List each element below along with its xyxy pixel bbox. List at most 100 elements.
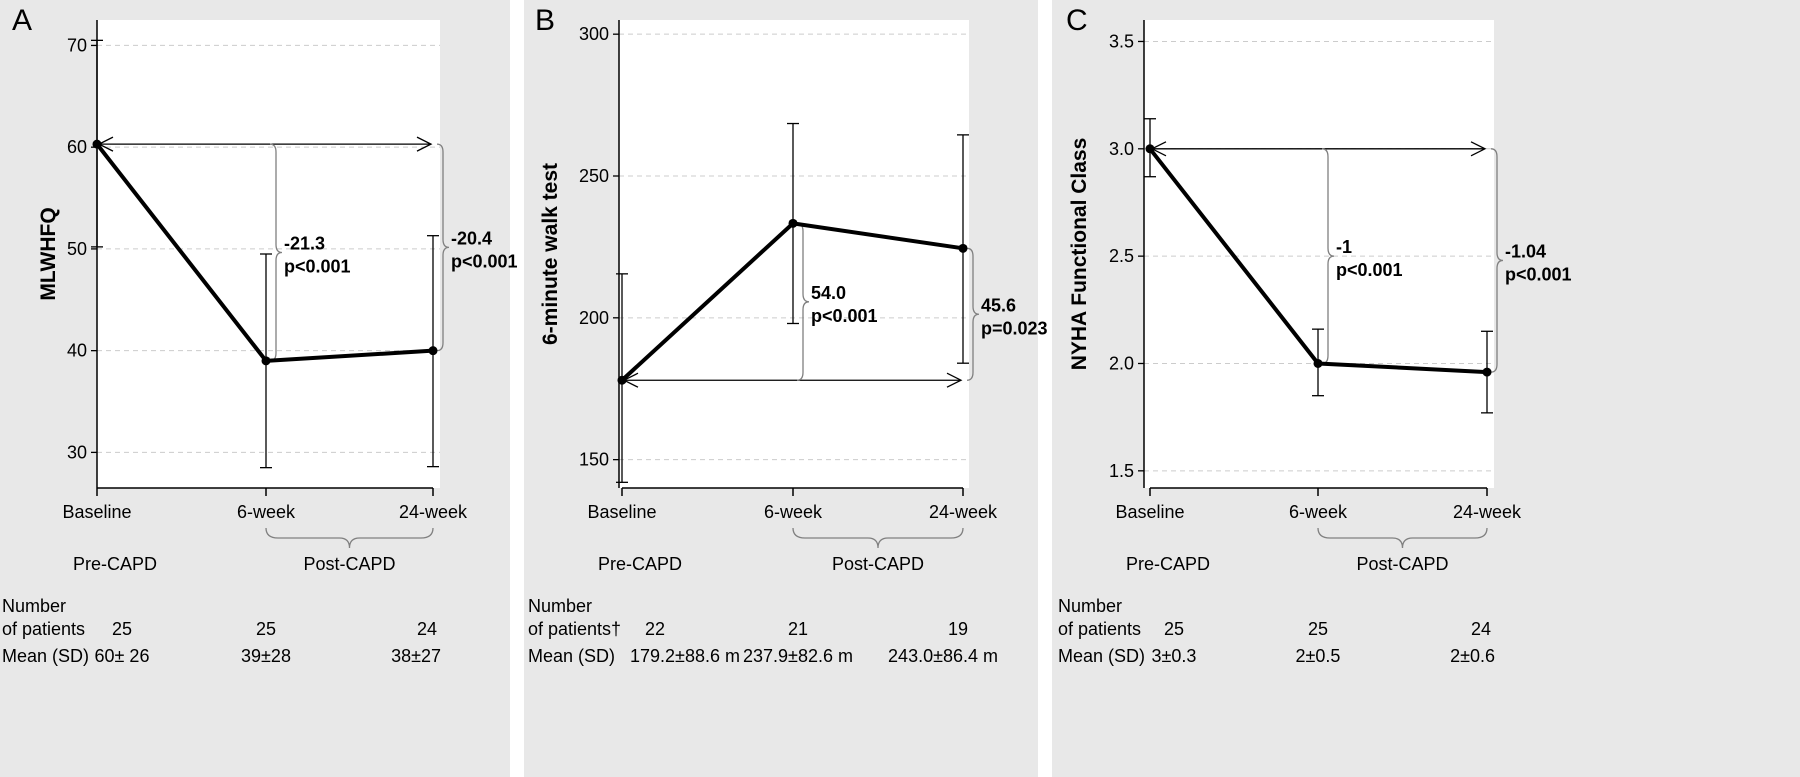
- panel-letter: B: [535, 4, 555, 37]
- panel-a: 30 40 50 60 70 Baseline 6-week 24-week MLWHFQ A -2…: [0, 0, 518, 777]
- table-mean-label: Mean (SD): [1058, 646, 1145, 666]
- table-number-label: Number: [528, 596, 592, 616]
- table-n-value: 25: [256, 619, 276, 639]
- data-point: [428, 346, 438, 356]
- post-capd-brace: [265, 527, 434, 549]
- x-tick-label: 6-week: [237, 502, 296, 522]
- table-n-value: 25: [1308, 619, 1328, 639]
- x-tick-label: 24-week: [399, 502, 468, 522]
- y-tick-label: 250: [579, 166, 609, 186]
- y-tick-label: 150: [579, 450, 609, 470]
- data-point: [92, 139, 102, 149]
- y-tick-label: 60: [67, 137, 87, 157]
- data-point: [617, 375, 627, 385]
- change-bracket: [1321, 148, 1335, 365]
- reference-arrow-head-right: [946, 372, 963, 388]
- post-capd-label: Post-CAPD: [832, 554, 924, 574]
- p-value: p<0.001: [451, 251, 518, 271]
- data-point: [958, 243, 968, 253]
- table-mean-label: Mean (SD): [528, 646, 615, 666]
- reference-arrow-head-right: [1470, 141, 1487, 157]
- table-mean-label: Mean (SD): [2, 646, 89, 666]
- table-mean-value: 179.2±88.6 m: [630, 646, 740, 666]
- y-tick-label: 200: [579, 308, 609, 328]
- table-n-value: 25: [1164, 619, 1184, 639]
- change-value: -21.3: [284, 233, 325, 253]
- panel-c: 1.5 2.0 2.5 3.0 3.5 Baseline 6-week 24-week NYHA…: [1052, 0, 1800, 777]
- y-axis-title: 6-minute walk test: [539, 163, 562, 345]
- table-mean-value: 243.0±86.4 m: [888, 646, 998, 666]
- x-tick-label: Baseline: [62, 502, 131, 522]
- y-tick-label: 2.5: [1109, 246, 1134, 266]
- p-value: p<0.001: [811, 306, 878, 326]
- x-tick-label: 24-week: [929, 502, 998, 522]
- table-n-value: 21: [788, 619, 808, 639]
- data-point: [1313, 358, 1323, 368]
- change-bracket: [436, 143, 450, 352]
- change-bracket: [796, 222, 810, 381]
- table-n-value: 24: [1471, 619, 1491, 639]
- post-capd-label: Post-CAPD: [303, 554, 395, 574]
- y-tick-label: 300: [579, 24, 609, 44]
- plot-area: [1144, 20, 1494, 488]
- change-value: 45.6: [981, 295, 1016, 315]
- change-bracket: [269, 143, 283, 362]
- change-value: 54.0: [811, 283, 846, 303]
- change-value: -20.4: [451, 228, 492, 248]
- y-axis-title: NYHA Functional Class: [1068, 138, 1091, 371]
- data-point: [261, 356, 271, 366]
- table-patients-label: of patients†: [528, 619, 621, 639]
- data-point: [788, 218, 798, 228]
- y-tick-label: 30: [67, 442, 87, 462]
- table-n-value: 25: [112, 619, 132, 639]
- y-axis-title: MLWHFQ: [37, 207, 60, 300]
- p-value: p<0.001: [284, 256, 351, 276]
- table-mean-value: 2±0.5: [1296, 646, 1341, 666]
- table-mean-value: 38±27: [391, 646, 441, 666]
- panel-letter: A: [12, 4, 32, 37]
- x-tick-label: Baseline: [1115, 502, 1184, 522]
- panel-b: 150 200 250 300 Baseline 6-week 24-week 6-minut…: [524, 0, 1048, 777]
- p-value: p<0.001: [1505, 264, 1572, 284]
- post-capd-brace: [792, 527, 964, 549]
- panel-letter: C: [1066, 4, 1088, 37]
- post-capd-label: Post-CAPD: [1356, 554, 1448, 574]
- data-point: [1145, 144, 1155, 154]
- change-bracket: [1490, 148, 1504, 373]
- y-tick-label: 70: [67, 35, 87, 55]
- table-n-value: 19: [948, 619, 968, 639]
- y-tick-label: 1.5: [1109, 461, 1134, 481]
- table-number-label: Number: [2, 596, 66, 616]
- table-n-value: 24: [417, 619, 437, 639]
- table-number-label: Number: [1058, 596, 1122, 616]
- data-point: [1482, 367, 1492, 377]
- x-tick-label: 24-week: [1453, 502, 1522, 522]
- y-tick-label: 3.0: [1109, 139, 1134, 159]
- reference-arrow-head-right: [416, 136, 433, 152]
- table-patients-label: of patients: [1058, 619, 1141, 639]
- x-tick-label: Baseline: [587, 502, 656, 522]
- table-mean-value: 60± 26: [95, 646, 150, 666]
- p-value: p=0.023: [981, 318, 1048, 338]
- table-patients-label: of patients: [2, 619, 85, 639]
- post-capd-brace: [1317, 527, 1488, 549]
- y-tick-label: 40: [67, 341, 87, 361]
- x-tick-label: 6-week: [1289, 502, 1348, 522]
- table-mean-value: 2±0.6: [1450, 646, 1495, 666]
- x-tick-label: 6-week: [764, 502, 823, 522]
- p-value: p<0.001: [1336, 260, 1403, 280]
- y-tick-label: 2.0: [1109, 353, 1134, 373]
- table-mean-value: 39±28: [241, 646, 291, 666]
- change-bracket: [966, 247, 980, 381]
- table-n-value: 22: [645, 619, 665, 639]
- y-tick-label: 3.5: [1109, 31, 1134, 51]
- change-value: -1: [1336, 237, 1352, 257]
- pre-capd-label: Pre-CAPD: [73, 554, 157, 574]
- y-tick-label: 50: [67, 239, 87, 259]
- table-mean-value: 237.9±82.6 m: [743, 646, 853, 666]
- pre-capd-label: Pre-CAPD: [1126, 554, 1210, 574]
- change-value: -1.04: [1505, 241, 1546, 261]
- pre-capd-label: Pre-CAPD: [598, 554, 682, 574]
- plot-area: [619, 20, 969, 488]
